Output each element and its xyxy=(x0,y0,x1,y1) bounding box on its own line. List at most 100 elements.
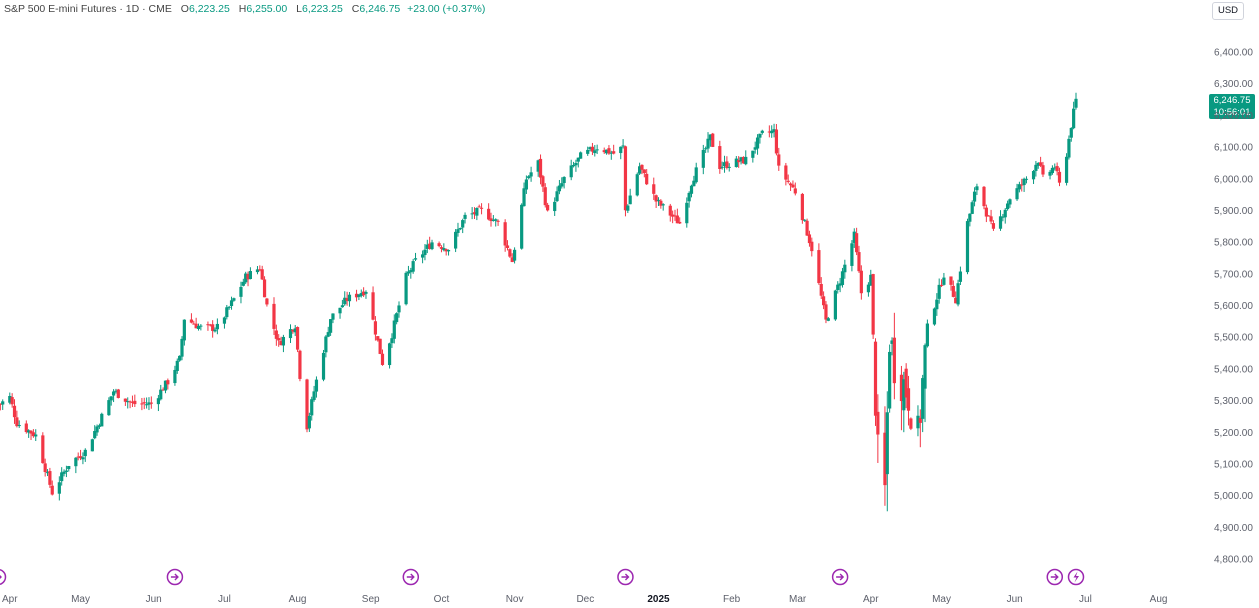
candle-body xyxy=(805,220,809,236)
time-tick-label: 2025 xyxy=(647,594,670,605)
candle-body xyxy=(1039,162,1043,166)
candle-body xyxy=(503,222,507,246)
candle-body xyxy=(902,379,906,411)
candle-body xyxy=(62,471,66,474)
candle-body xyxy=(859,270,863,294)
time-tick-label: May xyxy=(932,594,951,605)
candle-body xyxy=(857,252,861,272)
candle-body xyxy=(949,276,953,285)
candle-body xyxy=(720,166,724,168)
candle-body xyxy=(156,398,161,405)
candle-body xyxy=(741,156,746,164)
candle-body xyxy=(784,165,788,180)
candle-body xyxy=(899,374,904,402)
event-markers xyxy=(0,568,1085,586)
candle-body xyxy=(1055,166,1059,172)
candle-body xyxy=(277,338,281,341)
candle-body xyxy=(850,243,854,266)
candle-body xyxy=(423,249,427,256)
candle-body xyxy=(345,298,349,301)
candle-body xyxy=(626,205,630,211)
candle-body xyxy=(437,243,441,247)
candle-body xyxy=(1036,162,1040,166)
candle-body xyxy=(15,417,19,427)
candle-body xyxy=(939,284,944,286)
candle-body xyxy=(989,216,993,222)
candle-body xyxy=(215,323,219,330)
last-price-value: 6,246.75 xyxy=(1213,95,1251,106)
candle-body xyxy=(116,389,120,398)
candle-body xyxy=(17,425,21,427)
candle-body xyxy=(31,432,35,437)
candle-body xyxy=(619,146,623,154)
candle-body xyxy=(855,233,859,253)
candle-body xyxy=(494,219,498,221)
candle-body xyxy=(340,305,344,308)
candle-body xyxy=(1053,167,1057,169)
candle-body xyxy=(722,162,727,167)
candle-body xyxy=(524,179,528,190)
candle-body xyxy=(109,396,113,401)
candle-body xyxy=(475,207,479,216)
candle-body xyxy=(586,149,590,154)
candle-body xyxy=(965,221,970,273)
candle-body xyxy=(27,430,31,433)
time-tick-label: Apr xyxy=(863,594,879,605)
candle-body xyxy=(10,397,14,405)
candle-body xyxy=(788,183,793,186)
candle-body xyxy=(0,403,2,405)
arrow-icon xyxy=(1050,573,1059,581)
candle-body xyxy=(1008,199,1012,205)
candle-body xyxy=(50,485,54,495)
candle-body xyxy=(739,157,743,162)
price-tick-label: 5,300.00 xyxy=(1214,396,1253,407)
candle-body xyxy=(95,426,99,433)
candle-body xyxy=(227,306,231,308)
low-value: 6,223.25 xyxy=(301,3,343,15)
candle-body xyxy=(918,417,922,423)
candle-body xyxy=(852,231,856,243)
candle-body xyxy=(463,214,467,219)
candle-body xyxy=(654,195,658,202)
price-tick-label: 4,900.00 xyxy=(1214,523,1253,534)
time-axis[interactable]: Apr May Jun Jul Aug Sep Oct Nov Dec 2025 Feb Mar Apr… xyxy=(2,594,1167,605)
candle-body xyxy=(93,431,97,439)
candle-body xyxy=(298,350,302,379)
time-tick-label: Aug xyxy=(1150,594,1168,605)
candle-body xyxy=(78,456,83,459)
candle-body xyxy=(1005,203,1010,210)
candle-body xyxy=(522,188,526,207)
candle-body xyxy=(991,223,996,229)
candle-body xyxy=(760,130,764,133)
price-axis[interactable]: 6,400.00 6,300.00 6,200.00 6,100.00 6,000.00… xyxy=(1214,48,1253,566)
currency-button[interactable]: USD xyxy=(1212,2,1244,20)
candle-body xyxy=(395,313,399,323)
candle-body xyxy=(390,338,394,344)
time-tick-label: Aug xyxy=(289,594,307,605)
candle-body xyxy=(291,329,295,332)
candle-body xyxy=(904,368,908,398)
candle-body xyxy=(456,229,460,233)
candle-body xyxy=(557,185,562,192)
candle-body xyxy=(678,221,682,224)
candle-body xyxy=(609,152,613,154)
candle-body xyxy=(64,470,69,472)
candle-body xyxy=(281,336,286,346)
price-tick-label: 5,700.00 xyxy=(1214,269,1253,280)
candle-body xyxy=(293,328,297,333)
candle-body xyxy=(541,176,545,187)
candle-body xyxy=(76,456,80,458)
candle-body xyxy=(310,399,314,416)
candle-body xyxy=(998,216,1003,229)
price-tick-label: 5,000.00 xyxy=(1214,491,1253,502)
candle-body xyxy=(659,200,663,206)
candle-body xyxy=(420,254,425,258)
candle-body xyxy=(1069,127,1073,138)
time-tick-label: Mar xyxy=(789,594,807,605)
candle-body xyxy=(777,154,781,166)
event-marker-icon[interactable] xyxy=(0,568,7,586)
candle-body xyxy=(439,247,444,249)
candle-body xyxy=(163,380,168,391)
candle-body xyxy=(866,284,871,293)
